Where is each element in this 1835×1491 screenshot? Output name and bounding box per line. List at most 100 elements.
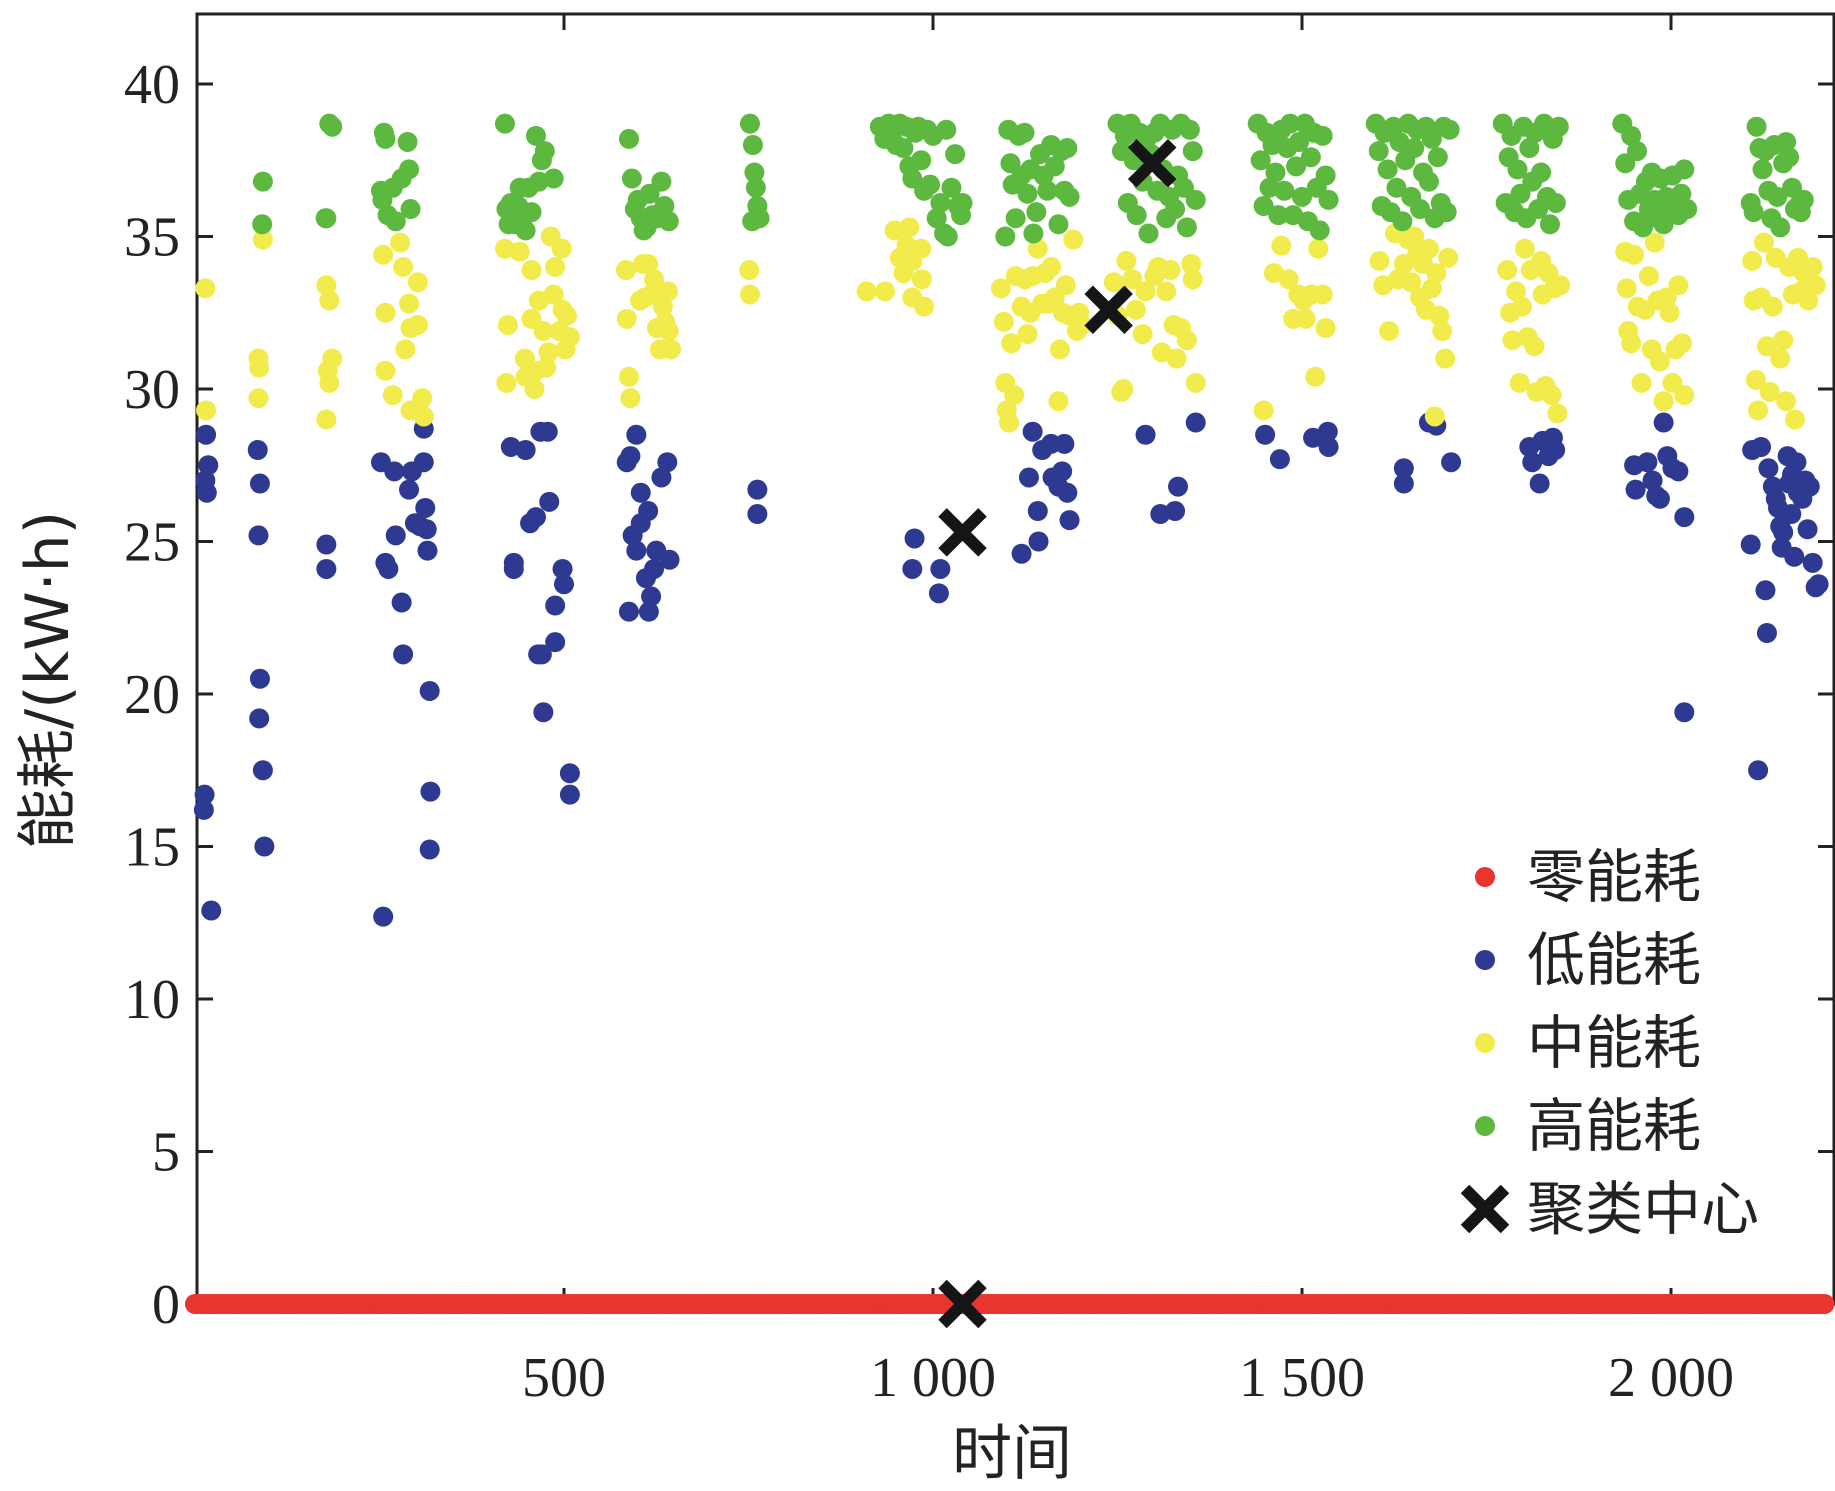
high-energy-point: [1410, 199, 1431, 220]
low-energy-point: [252, 760, 273, 781]
low-energy-point: [620, 446, 641, 467]
low-energy-point: [1653, 412, 1674, 433]
cluster-center-stroke: [1127, 139, 1177, 188]
low-energy-point: [415, 497, 436, 518]
mid-energy-point: [1072, 314, 1093, 335]
mid-energy-point: [1312, 284, 1333, 305]
high-energy-point: [893, 138, 914, 159]
mid-energy-point: [538, 342, 559, 363]
low-energy-point: [1768, 497, 1789, 518]
low-energy-point: [384, 461, 405, 482]
high-energy-point: [525, 125, 546, 146]
high-energy-point: [1253, 196, 1274, 216]
mid-energy-point: [1672, 333, 1693, 354]
mid-energy-point: [1125, 299, 1146, 320]
low-energy-point: [194, 784, 215, 805]
low-energy-point: [410, 516, 431, 537]
mid-energy-point: [1784, 409, 1805, 430]
mid-energy-point: [1659, 302, 1680, 323]
high-energy-point: [1392, 211, 1413, 232]
mid-energy-point: [1616, 278, 1637, 299]
high-energy-point: [739, 113, 760, 134]
high-energy-point: [742, 211, 763, 232]
y-tick-label: 35: [124, 207, 180, 269]
mid-energy-point: [644, 269, 665, 290]
mid-energy-point: [322, 348, 343, 369]
high-energy-point: [1182, 141, 1203, 162]
y-tick-label: 20: [124, 664, 180, 726]
mid-energy-point: [382, 385, 403, 406]
cluster-center-stroke: [938, 1279, 987, 1329]
low-energy-point: [1269, 449, 1290, 470]
high-energy-point: [1005, 208, 1026, 229]
y-tick-label: 30: [124, 359, 180, 421]
high-energy-point: [1017, 183, 1038, 204]
high-energy-point: [1044, 156, 1065, 177]
mid-energy-point: [375, 302, 396, 323]
mid-energy-point: [620, 388, 641, 409]
high-energy-point: [397, 131, 418, 152]
mid-energy-point: [407, 272, 428, 293]
low-energy-point: [1018, 467, 1039, 488]
high-energy-point: [1386, 177, 1407, 198]
high-energy-point: [1439, 119, 1460, 140]
high-energy-point: [1315, 165, 1336, 186]
high-energy-point: [995, 226, 1016, 247]
high-energy-point: [1286, 156, 1307, 177]
high-energy-point: [1037, 180, 1058, 201]
low-energy-point: [747, 504, 768, 525]
mid-energy-point: [1509, 372, 1530, 393]
high-energy-point: [941, 177, 962, 198]
mid-energy-point: [1502, 330, 1523, 351]
high-energy-point: [543, 168, 564, 189]
high-energy-point: [1126, 205, 1147, 226]
high-energy-point: [1436, 202, 1457, 223]
high-energy-point: [937, 226, 958, 247]
legend-label: 低能耗: [1527, 926, 1701, 994]
low-energy-point: [196, 482, 217, 503]
low-energy-point: [1054, 433, 1075, 454]
mid-energy-point: [1756, 336, 1777, 357]
mid-energy-point: [1001, 333, 1022, 354]
low-energy-point: [249, 473, 270, 494]
high-energy-point: [1059, 186, 1080, 207]
low-energy-point: [1808, 574, 1829, 595]
mid-energy-point: [536, 357, 557, 378]
mid-energy-point: [393, 257, 414, 277]
high-energy-point: [1309, 220, 1330, 241]
low-energy-point: [1802, 552, 1823, 573]
low-energy-point: [254, 836, 275, 857]
low-energy-point: [1758, 458, 1779, 479]
low-energy-point: [630, 482, 651, 503]
high-energy-point: [1776, 131, 1797, 152]
mid-energy-point: [1432, 321, 1453, 342]
mid-energy-point: [1631, 372, 1652, 393]
mid-energy-point: [496, 372, 517, 393]
high-energy-point: [1176, 217, 1197, 238]
low-energy-point: [198, 455, 219, 476]
mid-energy-point: [1621, 333, 1642, 354]
high-energy-point: [1671, 183, 1692, 204]
cluster-centers: [938, 139, 1177, 1329]
mid-energy-point: [1103, 272, 1124, 293]
mid-energy-point: [1132, 324, 1153, 345]
low-energy-point: [373, 906, 394, 927]
mid-energy-point: [618, 366, 639, 387]
high-energy-point: [1179, 119, 1200, 140]
high-energy-point: [1507, 159, 1528, 180]
high-energy-point: [1427, 147, 1448, 168]
low-energy-point: [1185, 412, 1206, 433]
low-energy-point: [503, 558, 524, 579]
mid-energy-point: [509, 241, 530, 262]
mid-energy-point: [1421, 278, 1442, 299]
low-energy-point: [1773, 522, 1794, 543]
high-energy-point: [1318, 189, 1339, 210]
high-energy-point: [1770, 217, 1791, 238]
legend-symbol: [1460, 1184, 1510, 1234]
high-energy-point: [1368, 141, 1389, 162]
low-energy-point: [1674, 702, 1695, 723]
mid-energy-point: [1773, 330, 1794, 351]
mid-energy-point: [1511, 296, 1532, 317]
low-energy-point: [902, 558, 923, 579]
mid-energy-point: [395, 339, 416, 360]
